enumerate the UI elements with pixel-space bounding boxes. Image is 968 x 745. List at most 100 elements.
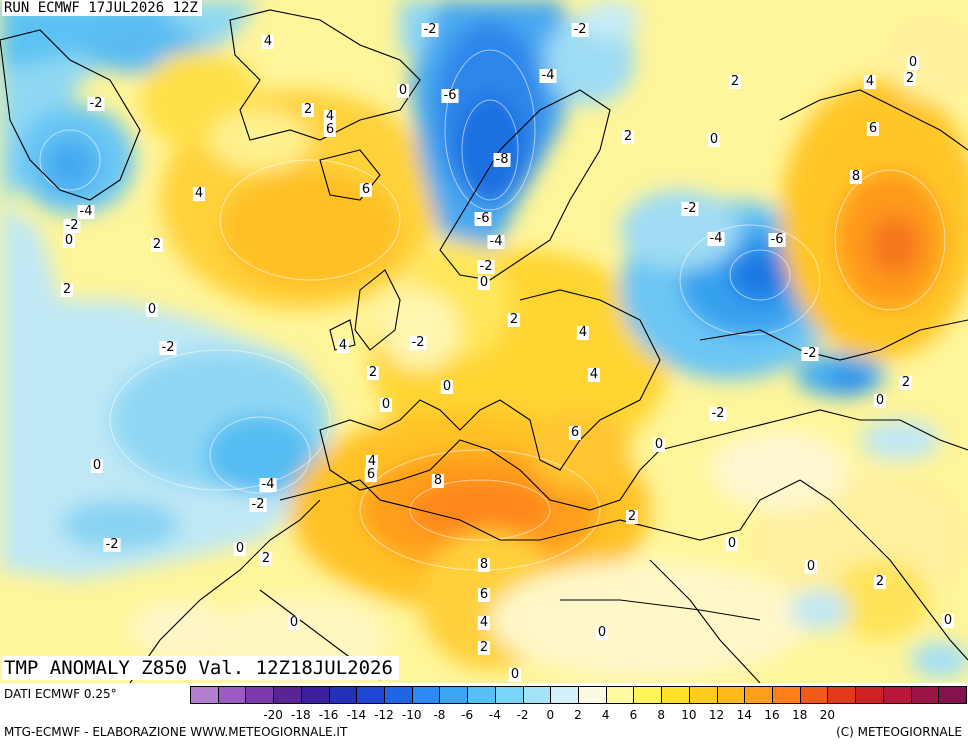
anomaly-value-label: -2: [159, 340, 177, 355]
legend-tick-label: 16: [764, 708, 780, 722]
temperature-anomaly-map: 4 -2 -2 -2 2 4 6 0 -6 -4 2 4 2 0 0 2 6 -8 6 4 8 -4 -2 0 -2 -6 -4 -6…: [0, 0, 968, 683]
anomaly-value-label: 0: [652, 437, 666, 452]
anomaly-value-label: 4: [323, 109, 337, 124]
legend-tick-label: -20: [263, 708, 283, 722]
legend-swatch: [772, 686, 801, 704]
legend-tick-label: -2: [516, 708, 529, 722]
anomaly-value-label: 2: [621, 129, 635, 144]
legend-tick-label: 6: [629, 708, 638, 722]
legend-swatch: [799, 686, 829, 704]
legend-tick-label: 12: [708, 708, 725, 722]
isotherm-contours: [39, 49, 946, 571]
anomaly-value-label: -4: [539, 68, 557, 83]
anomaly-value-label: 0: [440, 379, 454, 394]
copyright-label: (C) METEOGIORNALE: [836, 725, 962, 739]
anomaly-value-label: 0: [873, 393, 887, 408]
anomaly-value-label: 6: [323, 122, 337, 137]
legend-swatch: [411, 686, 441, 704]
legend-tick-label: -4: [488, 708, 501, 722]
anomaly-value-label: 4: [192, 186, 206, 201]
legend-swatch: [439, 686, 469, 704]
anomaly-value-label: -2: [249, 497, 267, 512]
credit-label: MTG-ECMWF - ELABORAZIONE WWW.METEOGIORNA…: [4, 725, 348, 739]
legend-tick-label: 4: [601, 708, 610, 722]
anomaly-value-label: -2: [571, 22, 589, 37]
legend-tick-label: 14: [736, 708, 752, 722]
anomaly-value-label: -2: [709, 406, 727, 421]
anomaly-value-label: -2: [421, 22, 439, 37]
anomaly-value-label: 8: [431, 473, 445, 488]
legend-tick-label: -10: [401, 708, 422, 722]
anomaly-value-label: 2: [150, 237, 164, 252]
legend-swatch: [217, 686, 247, 704]
anomaly-value-label: -6: [768, 232, 786, 247]
legend-swatch: [550, 686, 579, 704]
anomaly-value-label: -4: [707, 231, 725, 246]
legend-swatch: [661, 686, 690, 704]
anomaly-value-label: 2: [873, 574, 887, 589]
footer: DATI ECMWF 0.25° -20 -18 -16 -14 -12 -10 -8 -6-…: [0, 683, 968, 745]
anomaly-value-label: -4: [487, 234, 505, 249]
anomaly-value-label: 2: [728, 74, 742, 89]
legend-swatch: [273, 686, 302, 704]
legend-swatch: [744, 686, 773, 704]
anomaly-value-label: 6: [364, 467, 378, 482]
anomaly-value-label: 4: [336, 338, 350, 353]
map-title: TMP ANOMALY Z850 Val. 12Z18JUL2026: [2, 656, 399, 680]
anomaly-value-label: 2: [899, 375, 913, 390]
anomaly-value-label: 4: [587, 367, 601, 382]
anomaly-value-label: 4: [261, 34, 275, 49]
legend-swatch: [245, 686, 275, 704]
anomaly-value-label: 0: [396, 83, 410, 98]
legend-tick-label: 10: [681, 708, 697, 722]
anomaly-value-label: 6: [866, 121, 880, 136]
anomaly-value-label: 2: [259, 551, 273, 566]
legend-swatch: [494, 686, 524, 704]
legend-swatch: [827, 686, 857, 704]
legend-tick-label: -12: [374, 708, 394, 722]
anomaly-value-label: 8: [477, 557, 491, 572]
anomaly-value-label: 2: [477, 640, 491, 655]
anomaly-value-label: 0: [508, 667, 522, 682]
anomaly-value-label: -6: [441, 88, 459, 103]
legend-swatch: [605, 686, 635, 704]
legend-swatch: [633, 686, 663, 704]
legend-swatch: [938, 686, 967, 704]
legend-swatch: [328, 686, 358, 704]
anomaly-value-label: -2: [103, 537, 121, 552]
anomaly-value-label: 0: [707, 132, 721, 147]
anomaly-value-label: 6: [477, 587, 491, 602]
color-scale-legend: -20 -18 -16 -14 -12 -10 -8 -6 -4 -2 0 2 4 6 8 10 12 14 16 1…: [190, 686, 967, 722]
anomaly-value-label: -2: [681, 201, 699, 216]
legend-swatch: [300, 686, 330, 704]
anomaly-value-label: 6: [568, 425, 582, 440]
anomaly-value-label: 4: [576, 325, 590, 340]
anomaly-value-label: 0: [62, 233, 76, 248]
legend-swatch: [356, 686, 385, 704]
anomaly-value-label: 0: [941, 613, 955, 628]
anomaly-value-label: 0: [145, 302, 159, 317]
anomaly-value-label: 0: [804, 559, 818, 574]
run-label: RUN ECMWF 17JUL2026 12Z: [2, 0, 202, 16]
anomaly-value-label: 8: [849, 169, 863, 184]
anomaly-value-label: 0: [725, 536, 739, 551]
anomaly-value-label: 2: [301, 102, 315, 117]
map-canvas: [0, 0, 968, 683]
anomaly-value-label: 2: [507, 312, 521, 327]
anomaly-value-label: -2: [801, 346, 819, 361]
anomaly-value-label: 0: [906, 55, 920, 70]
legend-swatch: [910, 686, 940, 704]
anomaly-value-label: -4: [259, 477, 277, 492]
anomaly-value-label: 0: [287, 615, 301, 630]
legend-tick-label: 18: [792, 708, 808, 722]
anomaly-value-label: 0: [90, 458, 104, 473]
legend-tick-label: -18: [291, 708, 311, 722]
legend-tick-label: -6: [461, 708, 474, 722]
anomaly-value-label: 2: [60, 282, 74, 297]
data-source-label: DATI ECMWF 0.25°: [4, 687, 117, 701]
legend-swatch: [384, 686, 413, 704]
coastlines: [0, 9, 968, 683]
anomaly-value-label: -8: [493, 152, 511, 167]
legend-swatch: [882, 686, 912, 704]
legend-swatch: [688, 686, 718, 704]
